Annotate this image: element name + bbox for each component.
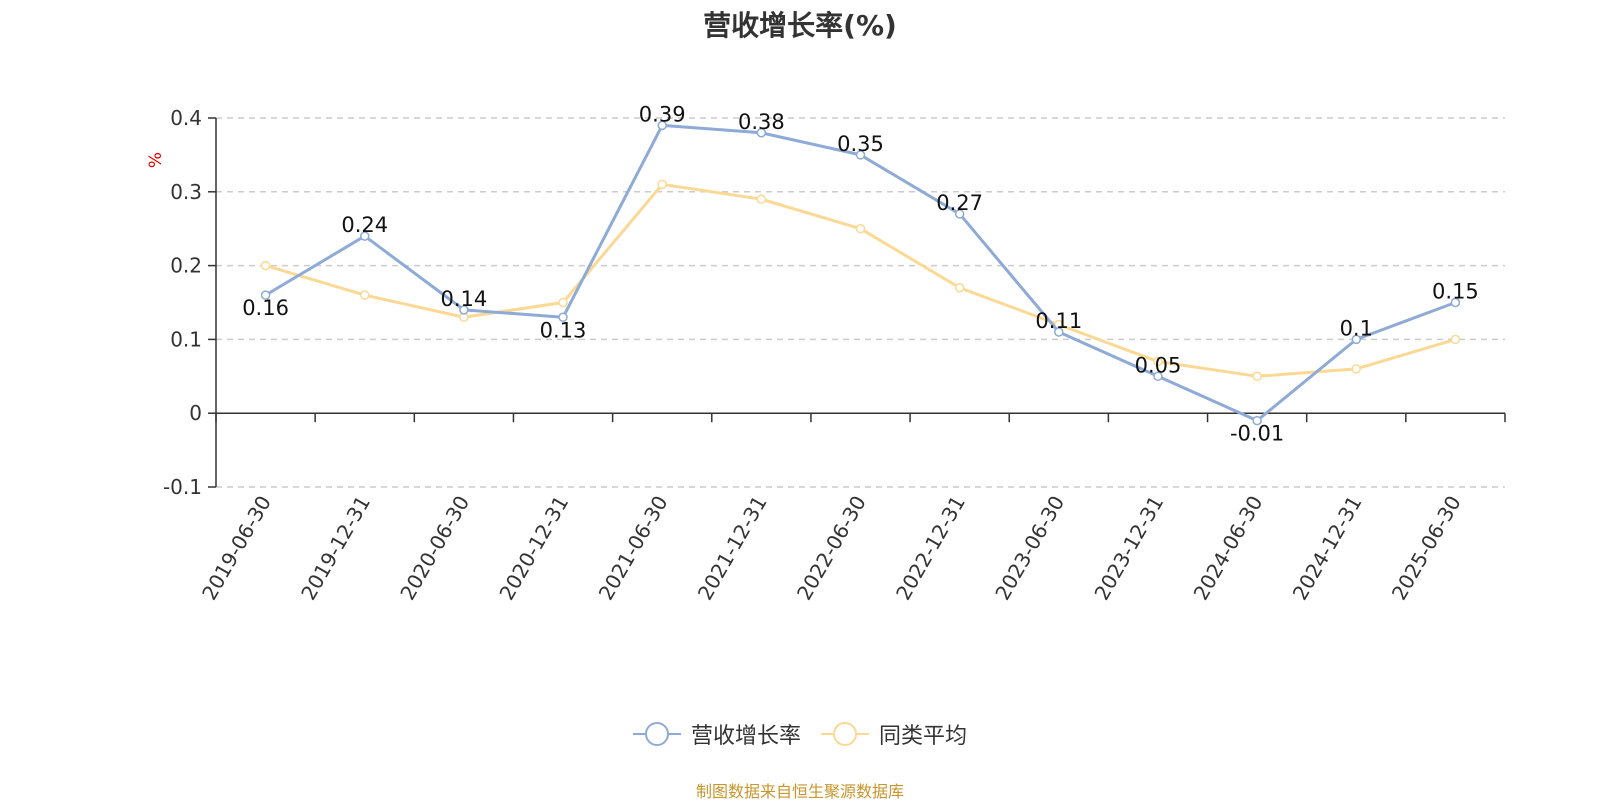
data-label: 0.1 [1340, 316, 1373, 340]
data-point[interactable] [1153, 371, 1163, 382]
data-point[interactable] [260, 290, 271, 300]
data-point[interactable] [1351, 364, 1362, 374]
data-point[interactable] [1252, 415, 1262, 426]
data-point[interactable] [558, 312, 568, 323]
axes: -0.1 0 0.1 0.2 0.3 0.4% 2019-06-30 2019-12-31 20… [146, 106, 1506, 605]
legend-label: 同类平均 [879, 724, 968, 749]
data-point[interactable] [359, 290, 370, 300]
data-point[interactable] [954, 282, 965, 293]
data-point[interactable] [260, 260, 271, 271]
line-chart: -0.1 0 0.1 0.2 0.3 0.4% 2019-06-30 2019-12-31 20… [146, 102, 1506, 605]
x-tick-label: 2023-12-31 [1089, 492, 1168, 605]
data-point[interactable] [954, 209, 965, 219]
data-label: 0.39 [639, 102, 686, 126]
data-point[interactable] [756, 194, 767, 204]
legend-item-series-2[interactable]: 同类平均 [821, 718, 967, 750]
data-label: -0.01 [1230, 422, 1284, 446]
x-tick-label: 2021-12-31 [693, 492, 772, 605]
data-label: 0.38 [738, 110, 785, 134]
data-label: 0.27 [936, 191, 983, 215]
legend: 营收增长率 同类平均 [0, 718, 1600, 750]
data-label: 0.13 [540, 318, 587, 342]
data-label: 0.15 [1432, 280, 1479, 304]
data-label: 0.11 [1035, 309, 1082, 333]
chart-title: 营收增长率(%) [703, 9, 897, 42]
x-tick-label: 2022-12-31 [891, 492, 970, 605]
x-tick-label: 2020-06-30 [395, 492, 474, 605]
data-point[interactable] [1450, 334, 1461, 345]
data-point[interactable] [459, 305, 469, 315]
y-tick-label: 0.1 [170, 327, 202, 351]
data-point[interactable] [1351, 334, 1362, 345]
data-point[interactable] [657, 120, 667, 131]
legend-label: 营收增长率 [690, 724, 801, 749]
x-tick-label: 2024-12-31 [1288, 492, 1367, 605]
data-label: 0.16 [242, 296, 289, 320]
data-point[interactable] [756, 128, 767, 138]
x-tick-label: 2021-06-30 [594, 492, 673, 605]
data-point[interactable] [1252, 371, 1262, 382]
source-note: 制图数据来自恒生聚源数据库 [695, 782, 904, 801]
x-tick-label: 2019-12-31 [296, 492, 375, 605]
data-label: 0.14 [441, 287, 488, 311]
x-tick-label: 2022-06-30 [792, 492, 871, 605]
data-labels: 0.16 0.24 0.14 0.13 0.39 0.38 0.35 0.27 0.11 0.05… [242, 102, 1479, 445]
x-tick-label: 2024-06-30 [1189, 492, 1268, 605]
legend-marker-icon [821, 721, 869, 747]
data-point[interactable] [855, 150, 866, 160]
y-axis-unit-label: % [146, 152, 166, 168]
series-layer [260, 120, 1461, 426]
grid-lines [216, 117, 1505, 488]
x-tick-label: 2020-12-31 [494, 492, 573, 605]
data-label: 0.05 [1135, 353, 1182, 377]
legend-item-series-1[interactable]: 营收增长率 [632, 718, 801, 750]
data-point[interactable] [657, 179, 667, 190]
y-tick-label: 0.4 [170, 106, 202, 130]
y-tick-label: -0.1 [163, 475, 202, 499]
y-tick-label: 0 [189, 401, 202, 425]
data-point[interactable] [359, 231, 370, 241]
x-tick-label: 2019-06-30 [197, 492, 276, 605]
x-tick-label: 2025-06-30 [1387, 492, 1466, 605]
series-line-2 [265, 182, 1456, 378]
data-point[interactable] [1054, 327, 1064, 337]
data-point[interactable] [1153, 356, 1163, 367]
y-tick-label: 0.3 [170, 180, 202, 204]
legend-marker-icon [632, 721, 681, 747]
data-point[interactable] [558, 297, 568, 308]
data-label: 0.24 [341, 213, 388, 237]
data-label: 0.35 [837, 132, 884, 156]
data-point[interactable] [1450, 297, 1461, 308]
x-tick-label: 2023-06-30 [990, 492, 1069, 605]
data-point[interactable] [855, 223, 866, 234]
y-tick-label: 0.2 [170, 254, 202, 278]
